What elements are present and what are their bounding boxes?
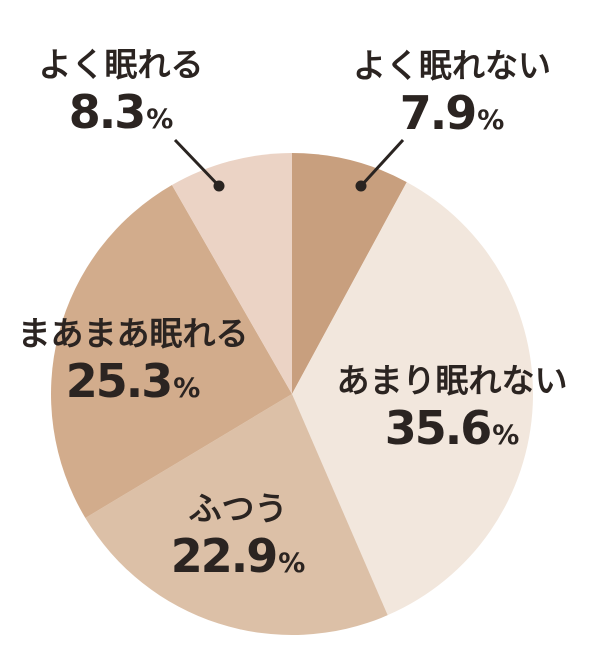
leader-dot-yoku-nemureru [213, 180, 225, 192]
value-number: 35.6 [384, 401, 492, 455]
label-yoku-nemurenai-text: よく眠れない [353, 46, 551, 85]
label-maamaa-nemureru-text: まあまあ眠れる [17, 314, 249, 353]
label-maamaa-nemureru: まあまあ眠れる 25.3% [18, 311, 249, 414]
leader-lines [173, 138, 405, 192]
pie-slice-0 [292, 153, 407, 394]
leader-line-yoku-nemureru [173, 138, 221, 188]
label-futsuu-text: ふつう [188, 489, 288, 528]
leader-line-yoku-nemurenai [359, 138, 405, 188]
percent-sign: % [173, 373, 201, 404]
value-number: 25.3 [65, 354, 173, 408]
leader-dot-yoku-nemurenai [355, 180, 367, 192]
label-futsuu-value: 22.9% [171, 531, 306, 589]
label-amari-nemurenai-text: あまり眠れない [336, 361, 568, 400]
label-yoku-nemureru-value: 8.3% [39, 87, 204, 145]
label-maamaa-nemureru-value: 25.3% [18, 356, 249, 414]
percent-sign: % [477, 105, 505, 136]
pie-slice-1 [292, 182, 534, 616]
pie-slice-4 [171, 153, 292, 394]
label-yoku-nemureru-text: よく眠れる [38, 45, 204, 84]
label-yoku-nemureru: よく眠れる 8.3% [39, 42, 204, 145]
pie-slice-3 [51, 185, 292, 518]
label-yoku-nemurenai: よく眠れない 7.9% [353, 43, 551, 146]
label-futsuu: ふつう 22.9% [171, 486, 306, 589]
value-number: 8.3 [68, 85, 146, 139]
percent-sign: % [146, 104, 174, 135]
value-number: 22.9 [170, 529, 278, 583]
label-amari-nemurenai: あまり眠れない 35.6% [337, 358, 568, 461]
pie-slices [51, 153, 534, 635]
value-number: 7.9 [399, 86, 477, 140]
percent-sign: % [278, 548, 306, 579]
percent-sign: % [492, 420, 520, 451]
label-amari-nemurenai-value: 35.6% [337, 403, 568, 461]
pie-slice-2 [85, 394, 388, 635]
label-yoku-nemurenai-value: 7.9% [353, 88, 551, 146]
